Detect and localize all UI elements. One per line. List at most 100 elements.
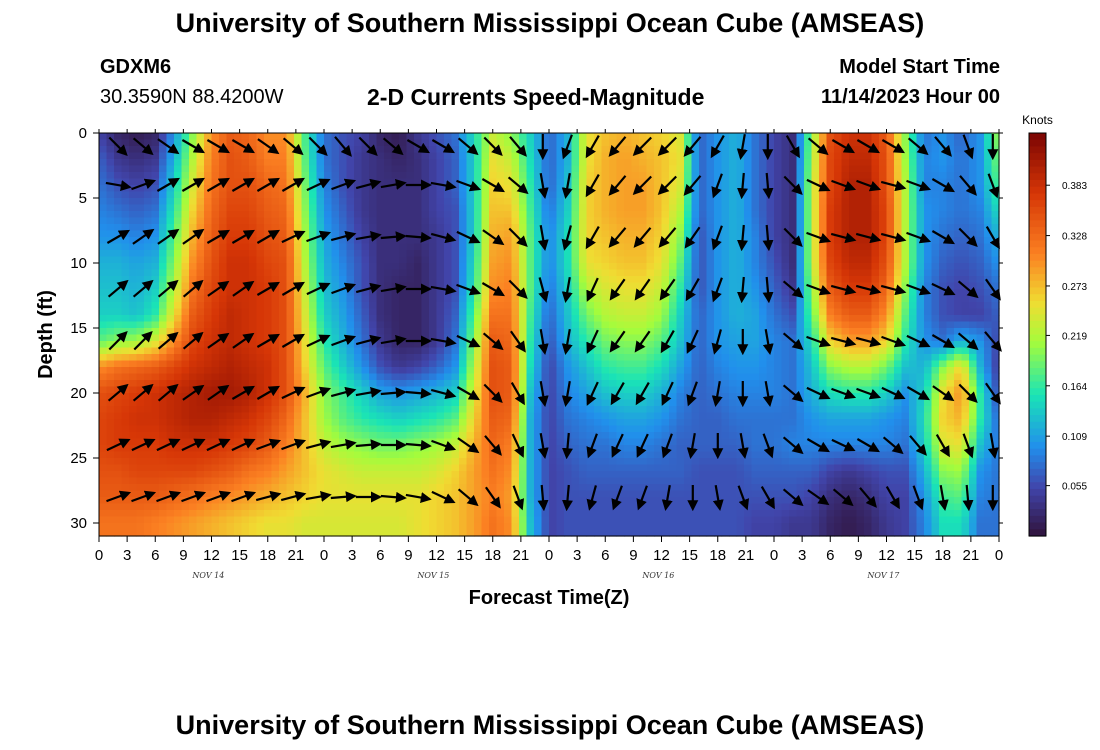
heatmap-cell	[624, 341, 633, 349]
heatmap-cell	[691, 237, 700, 245]
heatmap-cell	[624, 308, 633, 316]
heatmap-cell	[684, 230, 693, 238]
heatmap-cell	[474, 263, 483, 271]
heatmap-cell	[864, 341, 873, 349]
heatmap-cell	[849, 380, 858, 388]
heatmap-cell	[616, 152, 625, 160]
heatmap-cell	[144, 237, 153, 245]
heatmap-cell	[474, 380, 483, 388]
heatmap-cell	[496, 204, 505, 212]
heatmap-cell	[526, 204, 535, 212]
heatmap-cell	[376, 399, 385, 407]
heatmap-cell	[751, 230, 760, 238]
heatmap-cell	[684, 250, 693, 258]
heatmap-cell	[114, 243, 123, 251]
heatmap-cell	[489, 269, 498, 277]
heatmap-cell	[129, 295, 138, 303]
heatmap-cell	[729, 315, 738, 323]
heatmap-cell	[204, 133, 213, 141]
heatmap-cell	[549, 237, 558, 245]
heatmap-cell	[924, 315, 933, 323]
heatmap-cell	[879, 152, 888, 160]
heatmap-cell	[541, 354, 550, 362]
heatmap-cell	[376, 269, 385, 277]
heatmap-cell	[526, 373, 535, 381]
heatmap-cell	[414, 243, 423, 251]
heatmap-cell	[654, 269, 663, 277]
heatmap-cell	[226, 334, 235, 342]
heatmap-cell	[534, 165, 543, 173]
heatmap-cell	[774, 341, 783, 349]
heatmap-cell	[526, 217, 535, 225]
heatmap-cell	[271, 139, 280, 147]
heatmap-cell	[639, 230, 648, 238]
heatmap-cell	[841, 354, 850, 362]
heatmap-cell	[924, 334, 933, 342]
heatmap-cell	[534, 263, 543, 271]
heatmap-cell	[301, 347, 310, 355]
heatmap-cell	[534, 328, 543, 336]
heatmap-cell	[294, 217, 303, 225]
heatmap-cell	[309, 334, 318, 342]
heatmap-cell	[841, 263, 850, 271]
heatmap-cell	[459, 289, 468, 297]
heatmap-cell	[436, 328, 445, 336]
heatmap-cell	[211, 380, 220, 388]
heatmap-cell	[129, 367, 138, 375]
heatmap-cell	[526, 250, 535, 258]
heatmap-cell	[916, 243, 925, 251]
heatmap-cell	[406, 198, 415, 206]
heatmap-cell	[751, 276, 760, 284]
heatmap-cell	[211, 360, 220, 368]
heatmap-cell	[564, 360, 573, 368]
heatmap-cell	[706, 230, 715, 238]
heatmap-cell	[309, 211, 318, 219]
heatmap-cell	[489, 380, 498, 388]
heatmap-cell	[841, 243, 850, 251]
heatmap-cell	[316, 269, 325, 277]
heatmap-cell	[556, 178, 565, 186]
heatmap-cell	[399, 172, 408, 180]
heatmap-cell	[489, 165, 498, 173]
heatmap-cell	[736, 133, 745, 141]
heatmap-cell	[541, 217, 550, 225]
heatmap-cell	[729, 230, 738, 238]
heatmap-cell	[684, 217, 693, 225]
heatmap-cell	[256, 308, 265, 316]
heatmap-cell	[901, 360, 910, 368]
heatmap-cell	[781, 308, 790, 316]
heatmap-cell	[639, 373, 648, 381]
heatmap-cell	[556, 224, 565, 232]
heatmap-cell	[616, 308, 625, 316]
heatmap-cell	[226, 256, 235, 264]
heatmap-cell	[744, 152, 753, 160]
heatmap-cell	[181, 250, 190, 258]
heatmap-cell	[136, 198, 145, 206]
heatmap-cell	[744, 354, 753, 362]
heatmap-cell	[804, 191, 813, 199]
heatmap-cell	[991, 360, 1000, 368]
heatmap-cell	[481, 386, 490, 394]
heatmap-cell	[856, 328, 865, 336]
heatmap-cell	[759, 360, 768, 368]
heatmap-cell	[331, 373, 340, 381]
heatmap-cell	[466, 263, 475, 271]
heatmap-cell	[819, 198, 828, 206]
heatmap-cell	[864, 133, 873, 141]
heatmap-cell	[241, 269, 250, 277]
heatmap-cell	[669, 367, 678, 375]
heatmap-cell	[706, 302, 715, 310]
heatmap-cell	[549, 165, 558, 173]
heatmap-cell	[654, 302, 663, 310]
heatmap-cell	[564, 256, 573, 264]
heatmap-cell	[151, 276, 160, 284]
heatmap-cell	[661, 360, 670, 368]
heatmap-cell	[564, 373, 573, 381]
heatmap-cell	[729, 308, 738, 316]
heatmap-cell	[571, 243, 580, 251]
heatmap-cell	[721, 172, 730, 180]
heatmap-cell	[624, 334, 633, 342]
heatmap-cell	[114, 315, 123, 323]
heatmap-cell	[976, 295, 985, 303]
heatmap-cell	[406, 237, 415, 245]
